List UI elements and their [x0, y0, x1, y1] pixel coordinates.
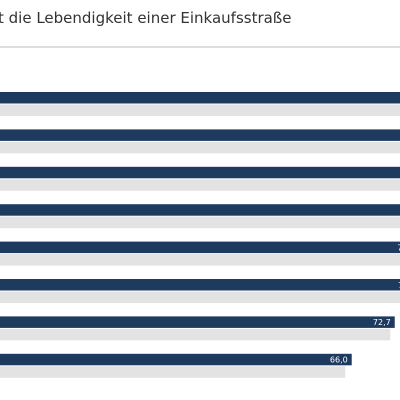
bar [0, 291, 400, 303]
bar [0, 316, 395, 328]
value-label: 76,6 [398, 281, 400, 290]
bar [0, 129, 400, 141]
bar [0, 141, 400, 154]
bar [0, 204, 400, 216]
value-label: 72,7 [373, 318, 391, 327]
bar [0, 366, 346, 378]
bar [0, 328, 391, 341]
value-label: 76,5 [397, 243, 400, 252]
bar [0, 241, 400, 254]
bar [0, 279, 400, 291]
bar [0, 216, 400, 229]
bar [0, 254, 400, 266]
bar [0, 179, 400, 191]
bar [0, 92, 400, 104]
value-label: 66,0 [330, 356, 348, 365]
bar [0, 104, 400, 116]
bar [0, 353, 352, 366]
chart-title: t die Lebendigkeit einer Einkaufsstraße [0, 9, 292, 27]
bar [0, 166, 400, 179]
